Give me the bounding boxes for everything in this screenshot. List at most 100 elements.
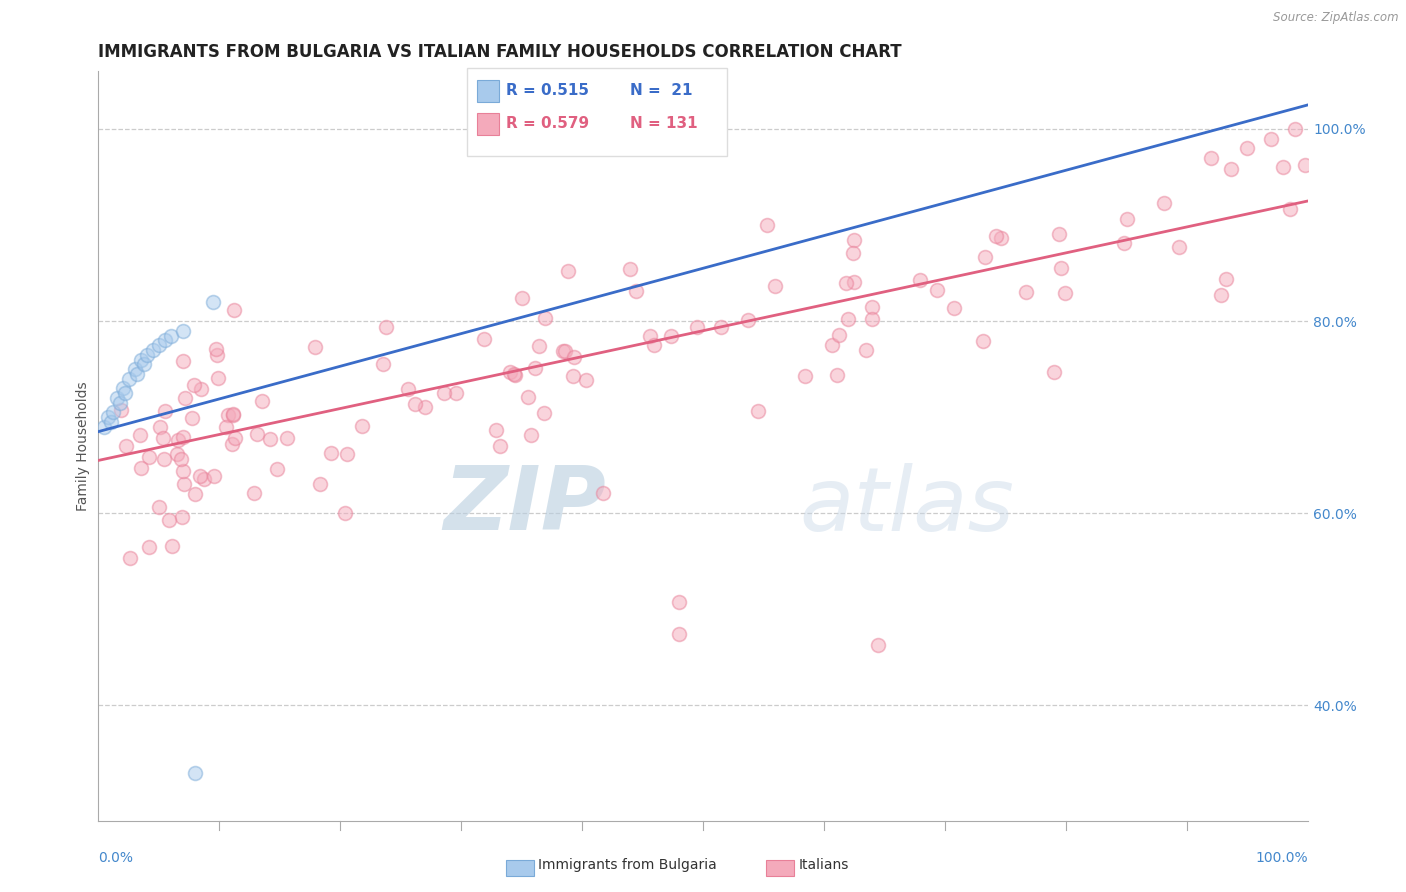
FancyBboxPatch shape <box>477 79 499 102</box>
Point <box>157 513 180 527</box>
Point <box>510 291 533 305</box>
Point <box>115 439 138 453</box>
Point <box>221 437 243 451</box>
Point <box>533 406 555 420</box>
Point <box>668 594 690 608</box>
Point <box>266 462 288 476</box>
Point <box>243 486 266 500</box>
Point <box>110 403 132 417</box>
Point <box>659 329 682 343</box>
Point <box>575 373 598 387</box>
Point <box>472 331 495 345</box>
Point <box>499 364 522 378</box>
Point <box>149 420 172 434</box>
Point <box>398 382 420 396</box>
Point <box>619 262 641 277</box>
Point <box>152 431 174 445</box>
FancyBboxPatch shape <box>467 68 727 156</box>
Point <box>118 372 141 386</box>
Point <box>250 394 273 409</box>
Point <box>825 368 848 383</box>
Point <box>592 485 614 500</box>
Point <box>516 390 538 404</box>
Point <box>763 279 786 293</box>
Point <box>974 250 997 264</box>
Point <box>485 423 508 437</box>
Point <box>120 550 142 565</box>
Point <box>129 352 152 367</box>
Point <box>202 294 225 309</box>
Point <box>1114 235 1136 250</box>
Text: Immigrants from Bulgaria: Immigrants from Bulgaria <box>538 858 717 872</box>
Point <box>246 426 269 441</box>
Point <box>111 381 134 395</box>
Point <box>259 432 281 446</box>
Point <box>142 343 165 357</box>
Point <box>737 313 759 327</box>
Point <box>1260 131 1282 145</box>
Point <box>1168 239 1191 253</box>
Text: R = 0.515: R = 0.515 <box>506 83 589 97</box>
Point <box>668 627 690 641</box>
Text: Source: ZipAtlas.com: Source: ZipAtlas.com <box>1274 11 1399 24</box>
Point <box>755 218 778 232</box>
Point <box>524 361 547 376</box>
Point <box>503 367 526 381</box>
Point <box>222 303 245 318</box>
Point <box>183 377 205 392</box>
Text: 0.0%: 0.0% <box>98 851 134 864</box>
Point <box>626 284 648 298</box>
Point <box>172 354 194 368</box>
Point <box>404 396 426 410</box>
Point <box>1279 202 1302 216</box>
Point <box>842 246 865 260</box>
Point <box>129 427 152 442</box>
Point <box>148 338 170 352</box>
Point <box>207 371 229 385</box>
Point <box>844 275 866 289</box>
Point <box>908 273 931 287</box>
Point <box>184 765 207 780</box>
Point <box>170 451 193 466</box>
Point <box>166 447 188 461</box>
Point <box>1284 122 1306 136</box>
Point <box>222 407 245 421</box>
Point <box>527 339 550 353</box>
Point <box>1199 151 1222 165</box>
Text: IMMIGRANTS FROM BULGARIA VS ITALIAN FAMILY HOUSEHOLDS CORRELATION CHART: IMMIGRANTS FROM BULGARIA VS ITALIAN FAMI… <box>98 44 903 62</box>
Point <box>1236 141 1258 155</box>
Point <box>1053 286 1076 301</box>
Point <box>1043 365 1066 379</box>
Point <box>842 233 865 247</box>
Point <box>488 439 510 453</box>
Point <box>309 476 332 491</box>
Point <box>371 357 394 371</box>
Point <box>1115 212 1137 227</box>
Point <box>215 420 238 434</box>
Point <box>350 418 373 433</box>
Point <box>97 410 120 425</box>
Text: Italians: Italians <box>799 858 849 872</box>
Point <box>135 348 157 362</box>
Point <box>505 368 527 383</box>
Point <box>1209 287 1232 301</box>
Point <box>138 540 160 554</box>
Point <box>943 301 966 316</box>
Point <box>131 460 153 475</box>
Point <box>336 447 359 461</box>
Point <box>319 446 342 460</box>
Point <box>93 419 115 434</box>
Point <box>184 487 207 501</box>
Point <box>643 338 665 352</box>
Point <box>1047 227 1070 242</box>
Point <box>927 284 949 298</box>
Point <box>333 506 356 520</box>
Point <box>860 311 883 326</box>
Point <box>747 404 769 418</box>
Point <box>138 450 160 464</box>
Point <box>108 396 131 410</box>
Point <box>172 324 194 338</box>
Point <box>710 320 733 334</box>
Point <box>686 320 709 334</box>
Point <box>153 452 176 467</box>
